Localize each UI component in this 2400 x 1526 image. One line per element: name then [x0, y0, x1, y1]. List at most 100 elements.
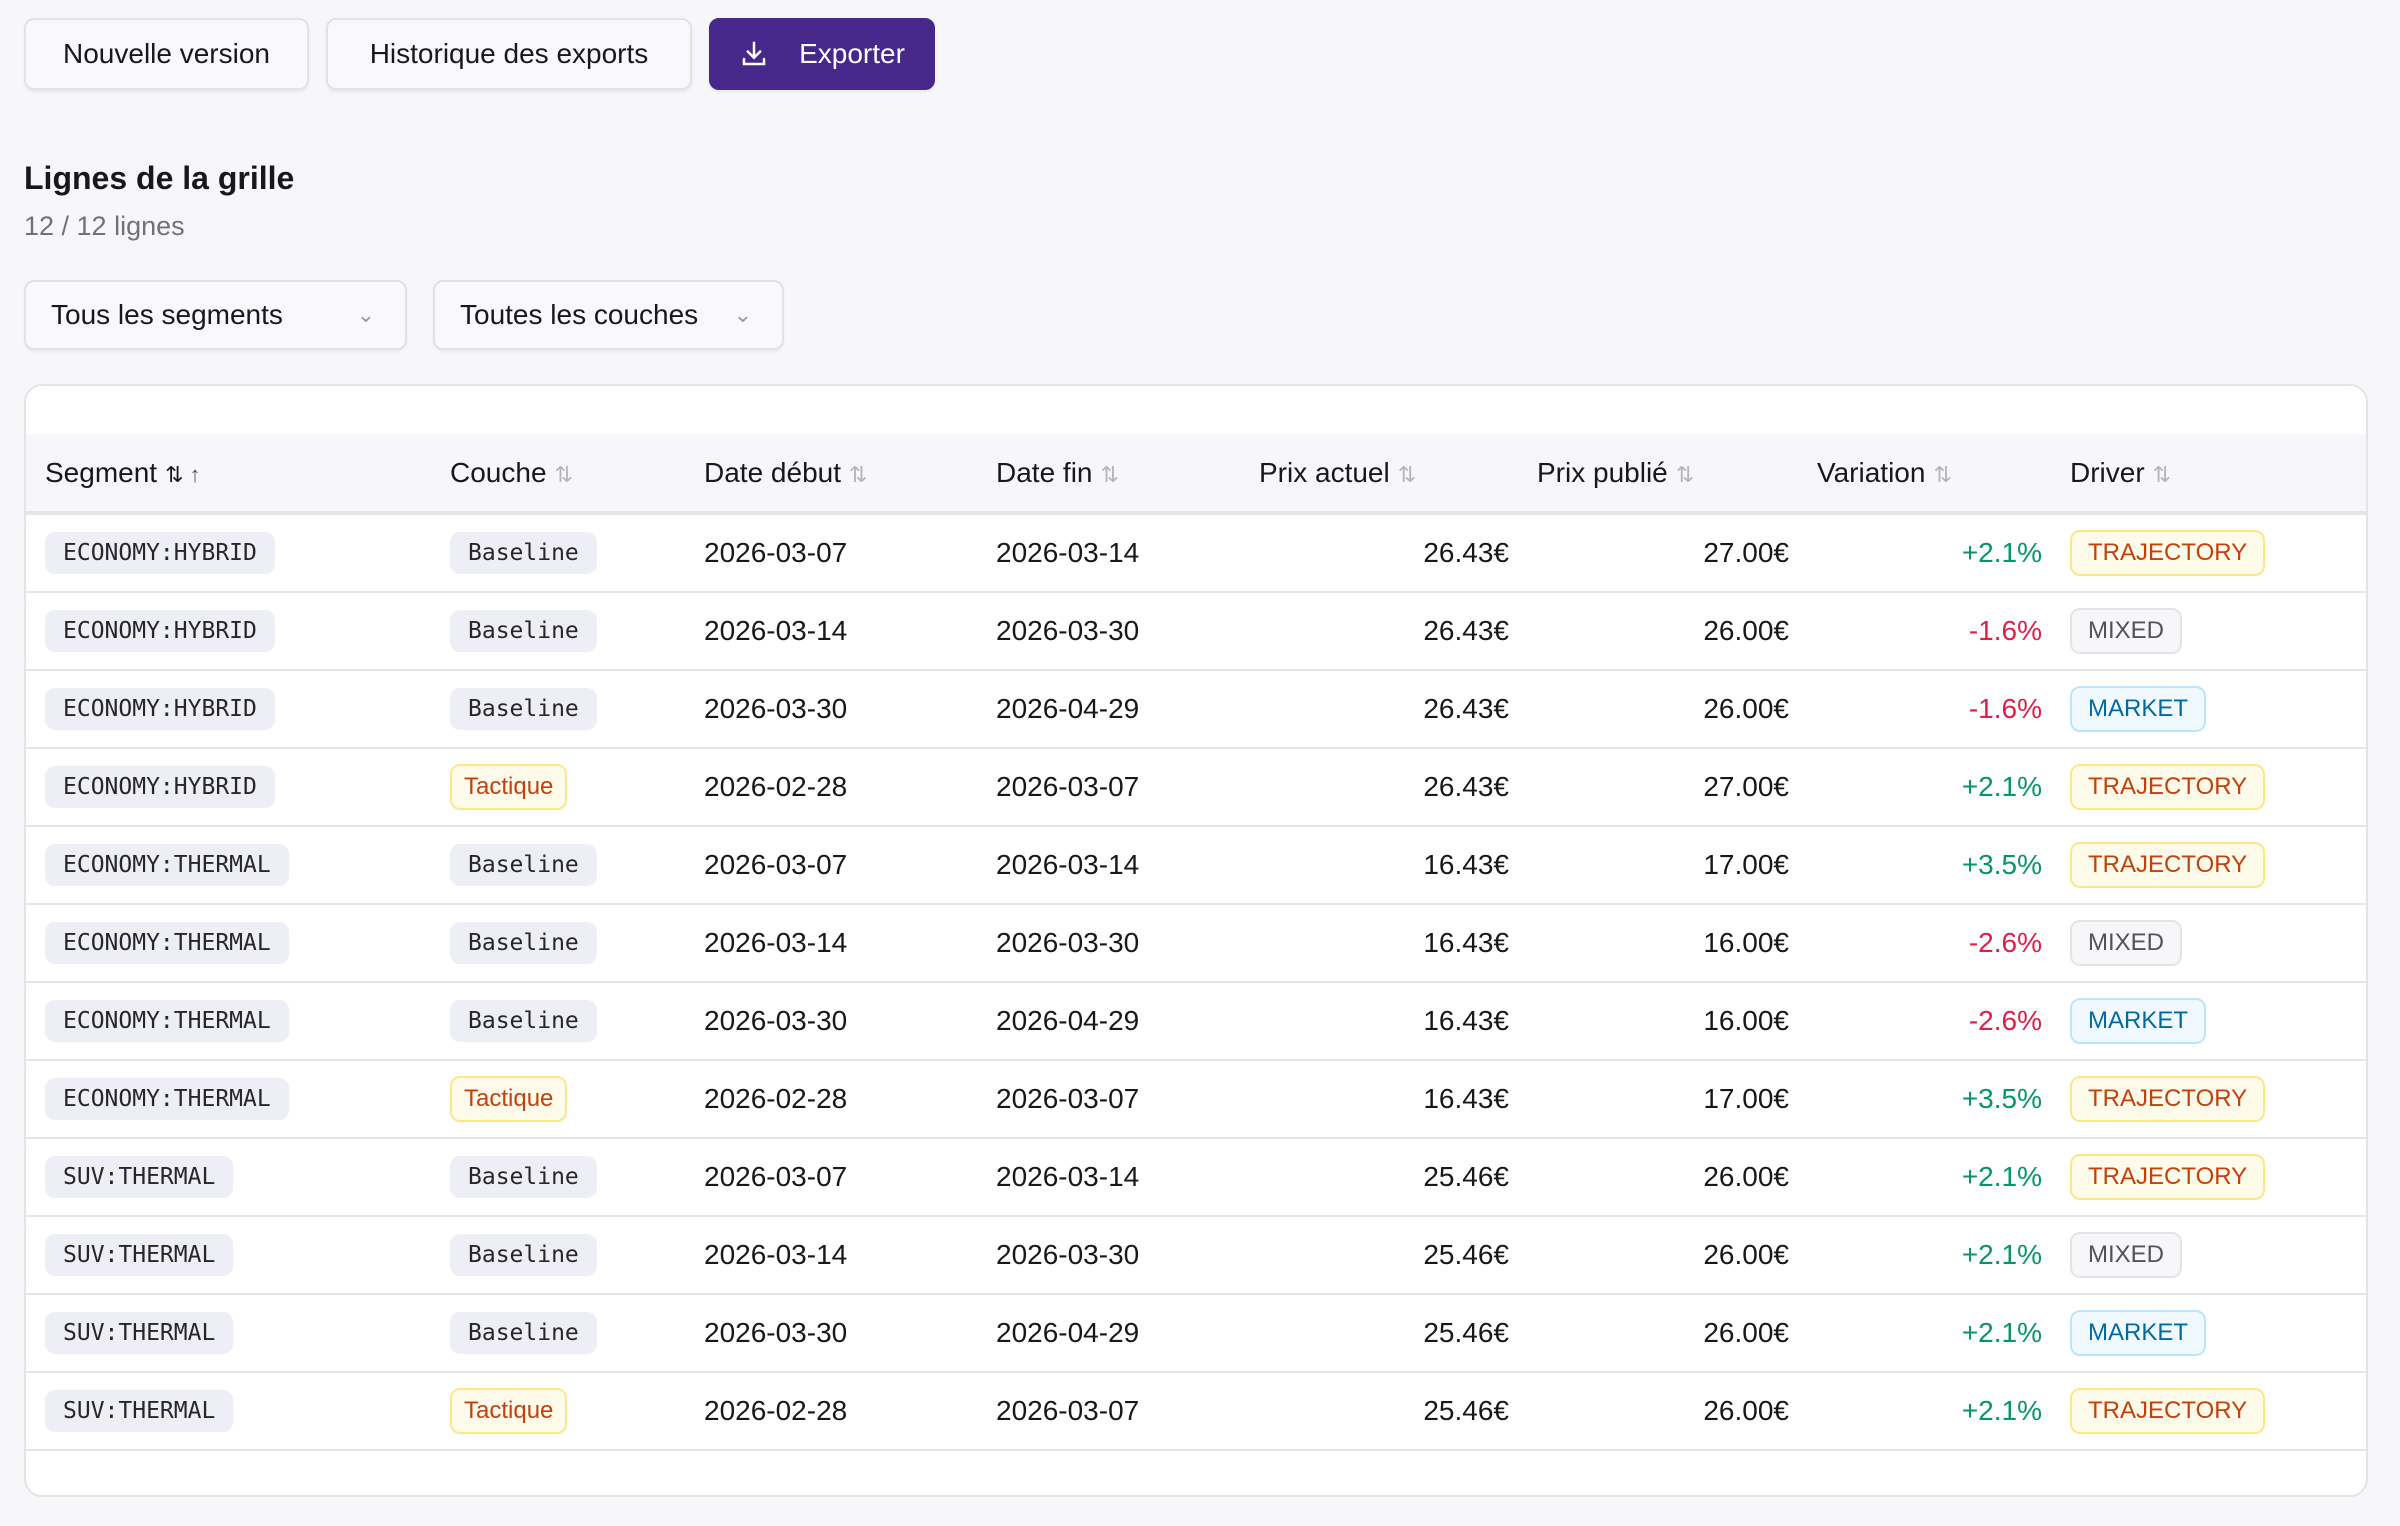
table-row[interactable]: SUV:THERMAL Baseline 2026-03-30 2026-04-29 2… — [26, 1295, 2366, 1373]
sort-ascending-icon: ↑ — [189, 461, 201, 487]
sort-icon[interactable]: ⇅ — [849, 461, 868, 487]
start-date: 2026-03-30 — [704, 693, 848, 724]
table-row[interactable]: ECONOMY:HYBRID Baseline 2026-03-30 2026-04-… — [26, 671, 2366, 749]
grid-lines-table: Segment ⇅ ↑ Couche ⇅ Date début ⇅ Date fin ⇅ Prix… — [24, 384, 2368, 1497]
segment-pill: ECONOMY:HYBRID — [45, 610, 275, 652]
driver-badge: MIXED — [2070, 608, 2183, 654]
layer-badge: Baseline — [450, 922, 597, 964]
sort-icon[interactable]: ⇅ — [1675, 461, 1695, 487]
layer-badge: Tactique — [450, 764, 568, 810]
table-row[interactable]: ECONOMY:THERMAL Tactique 2026-02-28 2026-03… — [26, 1061, 2366, 1139]
driver-badge: MARKET — [2070, 686, 2207, 732]
section-title: Lignes de la grille — [24, 160, 295, 196]
end-date: 2026-04-29 — [996, 1317, 1140, 1348]
table-header: Segment ⇅ ↑ Couche ⇅ Date début ⇅ Date fin ⇅ Prix… — [26, 434, 2366, 515]
published-price: 16.00€ — [1703, 927, 1789, 958]
end-date: 2026-03-14 — [996, 849, 1140, 880]
table-row[interactable]: ECONOMY:THERMAL Baseline 2026-03-30 2026-04… — [26, 983, 2366, 1061]
start-date: 2026-03-14 — [704, 927, 848, 958]
segment-pill: SUV:THERMAL — [45, 1156, 234, 1198]
variation: +2.1% — [1961, 537, 2042, 568]
table-row[interactable]: ECONOMY:THERMAL Baseline 2026-03-07 2026-03… — [26, 827, 2366, 905]
variation: +2.1% — [1961, 771, 2042, 802]
export-history-button[interactable]: Historique des exports — [326, 18, 692, 90]
column-header-segment[interactable]: Segment ⇅ ↑ — [26, 457, 440, 489]
table-row[interactable]: SUV:THERMAL Baseline 2026-03-14 2026-03-30 2… — [26, 1217, 2366, 1295]
driver-badge: MIXED — [2070, 1232, 2183, 1278]
variation: -2.6% — [1968, 1005, 2042, 1036]
driver-badge: TRAJECTORY — [2070, 842, 2266, 888]
table-row[interactable]: SUV:THERMAL Baseline 2026-03-07 2026-03-14 2… — [26, 1139, 2366, 1217]
table-row[interactable]: SUV:THERMAL Tactique 2026-02-28 2026-03-07 2… — [26, 1373, 2366, 1451]
end-date: 2026-03-07 — [996, 1083, 1140, 1114]
variation: -2.6% — [1968, 927, 2042, 958]
chevron-down-icon: ⌄ — [356, 302, 375, 327]
end-date: 2026-03-30 — [996, 615, 1140, 646]
column-header-driver[interactable]: Driver ⇅ — [2060, 457, 2366, 489]
layer-badge: Baseline — [450, 1312, 597, 1354]
column-header-start-date[interactable]: Date début ⇅ — [694, 457, 986, 489]
start-date: 2026-03-14 — [704, 1239, 848, 1270]
segment-pill: ECONOMY:THERMAL — [45, 922, 289, 964]
current-price: 16.43€ — [1423, 927, 1509, 958]
layer-badge: Tactique — [450, 1388, 568, 1434]
column-header-label: Date début — [704, 456, 841, 488]
column-header-label: Driver — [2070, 456, 2145, 488]
end-date: 2026-03-07 — [996, 1395, 1140, 1426]
column-header-published-price[interactable]: Prix publié ⇅ — [1527, 457, 1807, 489]
sort-icon[interactable]: ⇅ — [1100, 461, 1119, 487]
table-row[interactable]: ECONOMY:THERMAL Baseline 2026-03-14 2026-03… — [26, 905, 2366, 983]
layer-filter-select[interactable]: Toutes les couches ⌄ — [433, 280, 784, 350]
column-header-layer[interactable]: Couche ⇅ — [440, 457, 694, 489]
export-button[interactable]: Exporter — [709, 18, 935, 90]
current-price: 26.43€ — [1423, 537, 1509, 568]
new-version-button[interactable]: Nouvelle version — [24, 18, 309, 90]
sort-icon[interactable]: ⇅ — [1933, 461, 1952, 487]
end-date: 2026-04-29 — [996, 693, 1140, 724]
segment-pill: ECONOMY:THERMAL — [45, 1000, 289, 1042]
start-date: 2026-03-14 — [704, 615, 848, 646]
table-row[interactable]: ECONOMY:HYBRID Baseline 2026-03-07 2026-03-… — [26, 515, 2366, 593]
current-price: 26.43€ — [1423, 693, 1509, 724]
driver-badge: MARKET — [2070, 998, 2207, 1044]
published-price: 26.00€ — [1703, 1317, 1789, 1348]
column-header-label: Prix actuel — [1259, 456, 1390, 488]
current-price: 16.43€ — [1423, 1005, 1509, 1036]
column-header-label: Couche — [450, 456, 547, 488]
published-price: 26.00€ — [1703, 693, 1789, 724]
driver-badge: MARKET — [2070, 1310, 2207, 1356]
start-date: 2026-03-30 — [704, 1005, 848, 1036]
current-price: 25.46€ — [1423, 1239, 1509, 1270]
segment-pill: ECONOMY:THERMAL — [45, 1078, 289, 1120]
start-date: 2026-03-07 — [704, 537, 848, 568]
column-header-end-date[interactable]: Date fin ⇅ — [986, 457, 1249, 489]
column-header-current-price[interactable]: Prix actuel ⇅ — [1249, 457, 1527, 489]
layer-badge: Baseline — [450, 610, 597, 652]
published-price: 26.00€ — [1703, 1239, 1789, 1270]
chevron-down-icon: ⌄ — [733, 302, 752, 327]
segment-pill: ECONOMY:THERMAL — [45, 844, 289, 886]
layer-badge: Baseline — [450, 532, 597, 574]
sort-icon[interactable]: ⇅ — [1397, 461, 1417, 487]
export-label: Exporter — [799, 38, 905, 69]
table-row[interactable]: ECONOMY:HYBRID Tactique 2026-02-28 2026-03-… — [26, 749, 2366, 827]
segment-filter-select[interactable]: Tous les segments ⌄ — [24, 280, 407, 350]
column-header-variation[interactable]: Variation ⇅ — [1807, 457, 2060, 489]
sort-icon[interactable]: ⇅ — [554, 461, 573, 487]
download-icon — [742, 41, 766, 66]
driver-badge: TRAJECTORY — [2070, 1076, 2266, 1122]
variation: +2.1% — [1961, 1317, 2042, 1348]
table-row[interactable]: ECONOMY:HYBRID Baseline 2026-03-14 2026-03-… — [26, 593, 2366, 671]
sort-icon[interactable]: ⇅ — [165, 461, 184, 487]
published-price: 26.00€ — [1703, 615, 1789, 646]
segment-pill: SUV:THERMAL — [45, 1390, 234, 1432]
published-price: 26.00€ — [1703, 1395, 1789, 1426]
variation: +2.1% — [1961, 1161, 2042, 1192]
segment-filter-value: Tous les segments — [51, 299, 283, 330]
published-price: 17.00€ — [1703, 1083, 1789, 1114]
published-price: 26.00€ — [1703, 1161, 1789, 1192]
sort-icon[interactable]: ⇅ — [2152, 461, 2172, 487]
driver-badge: TRAJECTORY — [2070, 1154, 2266, 1200]
layer-badge: Baseline — [450, 1156, 597, 1198]
published-price: 27.00€ — [1703, 537, 1789, 568]
